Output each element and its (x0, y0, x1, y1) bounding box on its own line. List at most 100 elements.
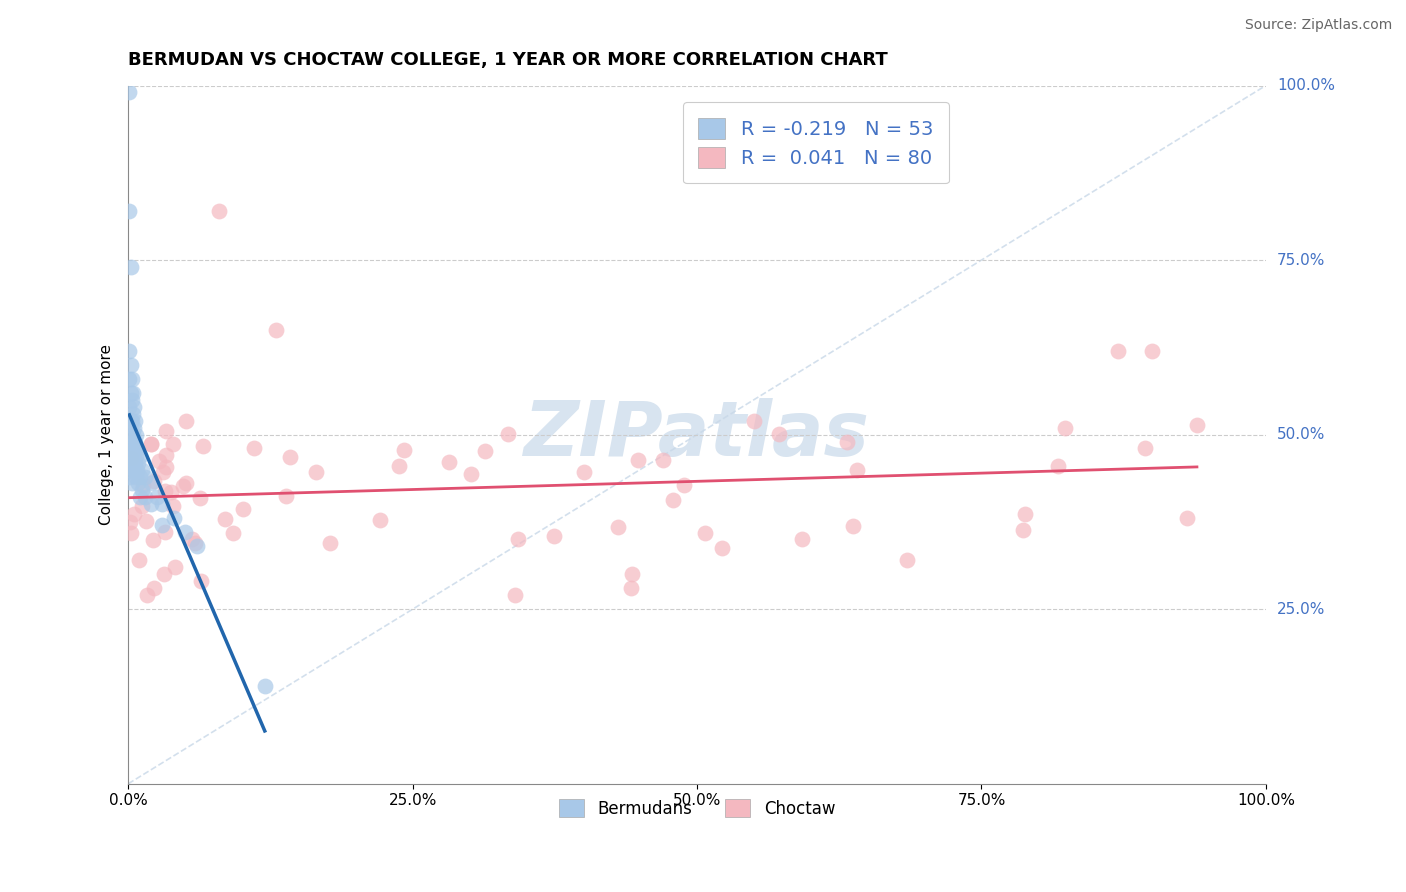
Point (134, 491, 156, 505)
Point (131, 483, 153, 498)
Legend: Bermudans, Choctaw: Bermudans, Choctaw (553, 793, 842, 824)
Point (121, 372, 143, 386)
Point (128, 469, 150, 483)
Point (191, 439, 214, 453)
Point (304, 465, 326, 479)
Point (118, 372, 141, 386)
Point (190, 574, 212, 589)
Point (143, 581, 166, 595)
Point (163, 560, 186, 574)
Point (232, 502, 254, 516)
Point (121, 449, 143, 463)
Point (388, 458, 411, 473)
Point (121, 407, 143, 421)
Point (120, 442, 142, 456)
Point (121, 385, 143, 400)
Point (143, 474, 166, 488)
Point (1014, 507, 1036, 521)
Point (118, 204, 141, 219)
Point (120, 260, 142, 274)
Point (621, 567, 644, 582)
Point (846, 463, 869, 477)
Point (506, 533, 529, 547)
Point (134, 469, 156, 483)
Point (121, 392, 143, 407)
Point (162, 500, 184, 514)
Point (174, 414, 197, 428)
Text: Source: ZipAtlas.com: Source: ZipAtlas.com (1244, 18, 1392, 32)
Point (1185, 418, 1208, 433)
Point (124, 434, 146, 449)
Point (222, 525, 245, 540)
Point (243, 442, 266, 456)
Point (460, 467, 482, 481)
Point (150, 518, 173, 533)
Point (186, 539, 208, 553)
Point (145, 491, 167, 505)
Point (496, 426, 519, 441)
Point (131, 462, 153, 476)
Point (627, 453, 650, 467)
Point (142, 533, 165, 547)
Point (214, 512, 236, 526)
Point (120, 450, 142, 465)
Point (264, 323, 287, 337)
Point (139, 436, 162, 450)
Point (572, 465, 595, 479)
Point (131, 478, 153, 492)
Point (120, 526, 142, 541)
Point (122, 507, 145, 521)
Text: 25.0%: 25.0% (1277, 602, 1326, 616)
Point (122, 400, 145, 414)
Point (124, 456, 146, 470)
Point (503, 588, 526, 602)
Point (1047, 459, 1070, 474)
Point (121, 427, 143, 442)
Point (127, 476, 149, 491)
Point (127, 462, 149, 476)
Point (1140, 343, 1163, 358)
Point (163, 511, 186, 525)
Point (121, 476, 143, 491)
Point (792, 533, 814, 547)
Point (673, 478, 696, 492)
Point (150, 498, 173, 512)
Point (155, 425, 177, 439)
Point (159, 484, 181, 499)
Point (120, 414, 142, 428)
Point (127, 442, 149, 456)
Point (188, 491, 211, 506)
Point (543, 529, 565, 543)
Point (1053, 420, 1076, 434)
Point (120, 385, 142, 400)
Point (136, 588, 159, 602)
Point (122, 442, 145, 456)
Point (1133, 441, 1156, 455)
Point (155, 524, 177, 539)
Point (711, 541, 734, 556)
Text: 50.0%: 50.0% (1277, 427, 1326, 442)
Point (125, 449, 148, 463)
Point (1012, 523, 1035, 537)
Point (127, 456, 149, 470)
Point (148, 454, 170, 468)
Point (118, 449, 141, 463)
Point (620, 581, 643, 595)
Point (118, 427, 141, 442)
Text: 100.0%: 100.0% (1277, 78, 1336, 93)
Point (118, 86, 141, 100)
Text: ZIPatlas: ZIPatlas (524, 398, 870, 472)
Point (896, 553, 918, 567)
Point (253, 679, 276, 693)
Point (118, 400, 141, 414)
Text: 75.0%: 75.0% (1277, 252, 1326, 268)
Point (278, 450, 301, 465)
Point (208, 204, 231, 219)
Point (174, 525, 197, 540)
Point (121, 414, 143, 428)
Point (128, 553, 150, 567)
Point (124, 414, 146, 428)
Point (474, 443, 496, 458)
Point (652, 453, 675, 467)
Point (392, 443, 415, 458)
